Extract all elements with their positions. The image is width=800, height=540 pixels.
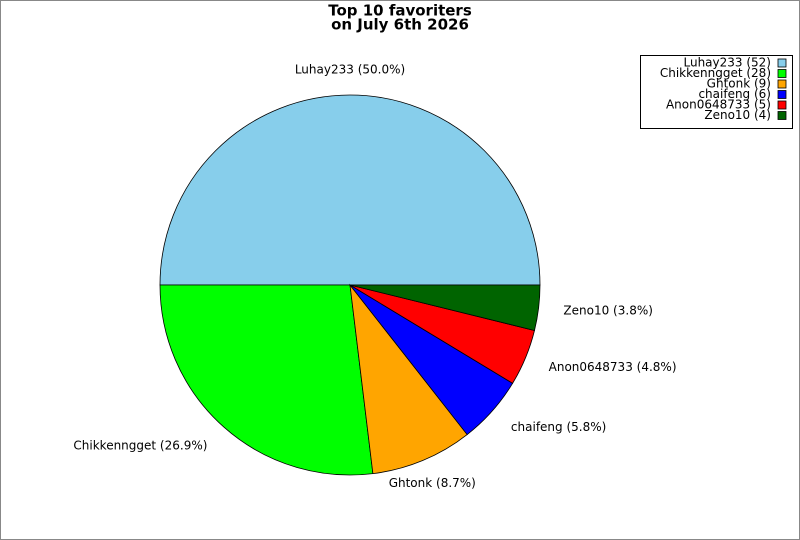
slice-label: Luhay233 (50.0%) [295,63,405,77]
legend-swatch [777,79,787,89]
legend-label: Chikkenngget (28) [660,66,771,80]
legend-swatch [777,58,787,68]
legend-box [640,55,793,129]
legend-swatch [777,100,787,110]
legend-label: Ghtonk (9) [707,77,771,91]
slice-label: Chikkenngget (26.9%) [73,438,207,452]
slice-label: Zeno10 (3.8%) [563,303,652,317]
legend-label: Zeno10 (4) [704,108,771,122]
pie-slice [159,94,541,286]
legend-label: Anon0648733 (5) [666,98,771,112]
slice-label: Anon0648733 (4.8%) [549,360,677,374]
pie-slice [159,284,374,476]
slice-label: chaifeng (5.8%) [511,420,606,434]
slice-label: Ghtonk (8.7%) [389,476,476,490]
legend-label: chaifeng (6) [698,87,771,101]
legend-swatch [777,69,787,78]
legend-label: Luhay233 (52) [684,56,772,70]
pie-slice [349,283,468,475]
pie-slice [349,284,541,331]
legend-swatch [777,90,787,99]
chart-title: Top 10 favoriters [328,2,472,20]
legend-swatch [777,111,787,120]
chart-subtitle: on July 6th 2026 [331,16,469,34]
